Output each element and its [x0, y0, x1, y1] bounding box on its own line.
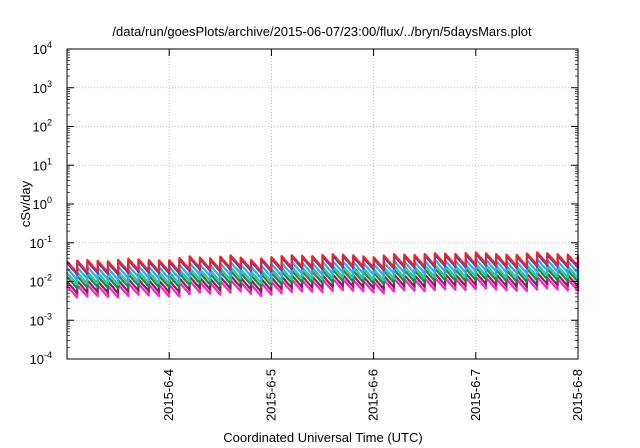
x-tick-label: 2015-6-8 [570, 369, 585, 421]
y-tick-label: 10-2 [30, 273, 52, 290]
x-tick-label: 2015-6-5 [263, 369, 278, 421]
x-axis-label: Coordinated Universal Time (UTC) [223, 430, 422, 445]
y-tick-label: 10-4 [30, 350, 52, 367]
series-line [66, 251, 580, 275]
y-tick-label: 10-3 [30, 311, 52, 328]
x-tick-label: 2015-6-7 [468, 369, 483, 421]
x-tick-label: 2015-6-4 [161, 369, 176, 421]
y-tick-label: 103 [33, 79, 52, 96]
y-tick-label: 101 [33, 156, 52, 173]
x-axis: 2015-6-4 2015-6-5 2015-6-6 2015-6-7 2015-6-8 [161, 49, 585, 421]
chart-title: /data/run/goesPlots/archive/2015-06-07/2… [112, 24, 532, 39]
y-axis: 10-4 10-3 10-2 10-1 100 101 102 103 104 [30, 40, 578, 367]
y-tick-label: 100 [33, 195, 52, 212]
y-tick-label: 104 [33, 40, 52, 57]
y-tick-label: 10-1 [30, 234, 52, 251]
series-group [66, 251, 580, 299]
y-axis-label: cSv/day [18, 180, 33, 227]
x-tick-label: 2015-6-6 [366, 369, 381, 421]
y-tick-label: 102 [33, 118, 52, 135]
grid [67, 49, 578, 359]
